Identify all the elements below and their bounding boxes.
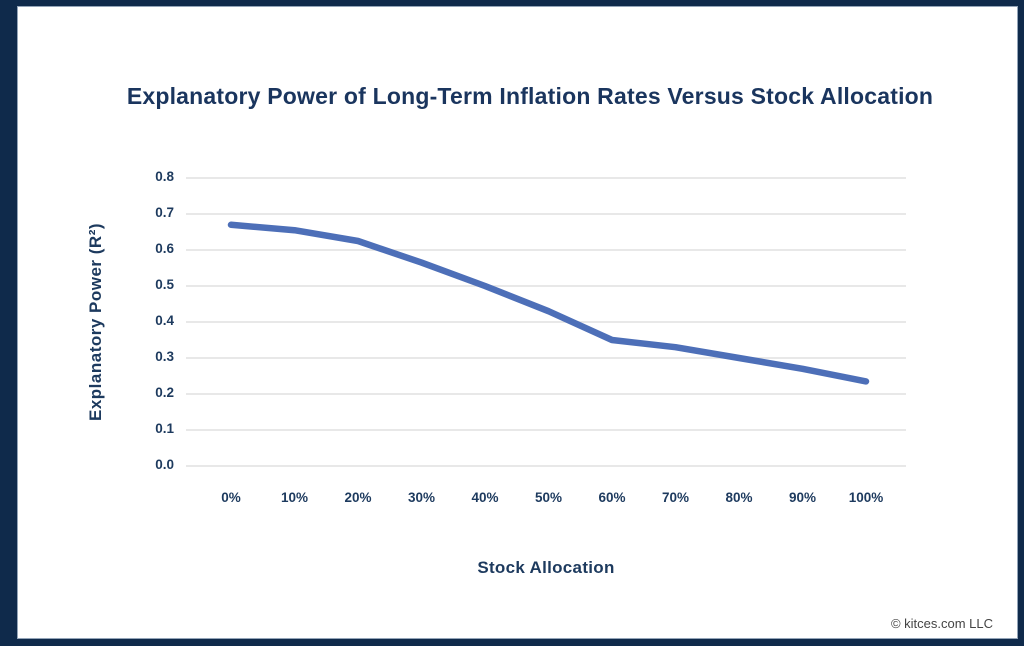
y-tick-label: 0.0	[155, 457, 174, 472]
chart-card: Explanatory Power of Long-Term Inflation…	[17, 6, 1018, 639]
x-tick-label: 70%	[661, 490, 690, 505]
y-tick-label: 0.5	[155, 277, 174, 292]
x-tick-label: 50%	[534, 490, 563, 505]
copyright-text: © kitces.com LLC	[890, 616, 993, 631]
y-tick-label: 0.8	[155, 169, 174, 184]
x-axis-label: Stock Allocation	[477, 558, 615, 577]
x-tick-label: 100%	[848, 490, 884, 505]
x-tick-label: 0%	[221, 490, 241, 505]
x-tick-label: 30%	[407, 490, 436, 505]
y-tick-label: 0.2	[155, 385, 174, 400]
y-tick-label: 0.1	[155, 421, 174, 436]
chart-title: Explanatory Power of Long-Term Inflation…	[126, 83, 934, 109]
data-line	[227, 221, 870, 385]
x-tick-label: 20%	[344, 490, 372, 505]
x-tick-label: 60%	[598, 490, 626, 505]
y-tick-label: 0.4	[155, 313, 174, 328]
x-tick-label: 40%	[471, 490, 499, 505]
y-axis-label: Explanatory Power (R²)	[86, 222, 105, 422]
line-chart	[186, 177, 906, 467]
y-tick-label: 0.7	[155, 205, 174, 220]
x-tick-label: 90%	[788, 490, 817, 505]
x-tick-label: 10%	[280, 490, 309, 505]
y-tick-label: 0.3	[155, 349, 174, 364]
x-tick-label: 80%	[725, 490, 753, 505]
y-tick-label: 0.6	[155, 241, 174, 256]
